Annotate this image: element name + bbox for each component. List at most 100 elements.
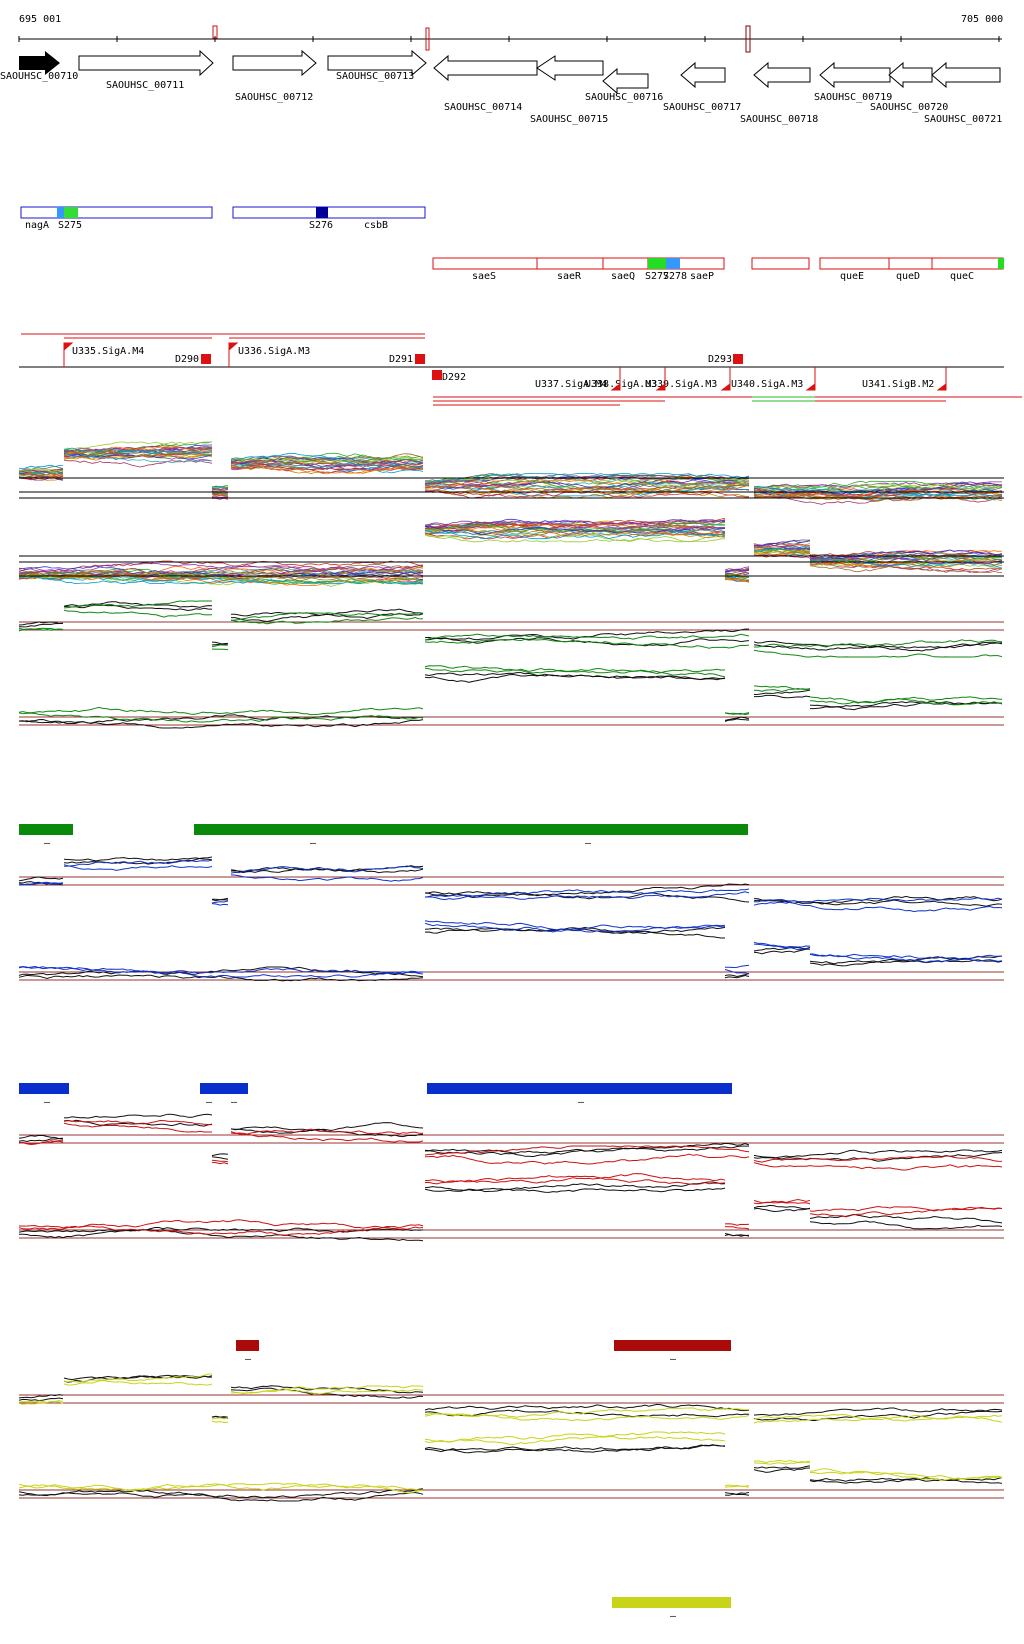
gene-arrow[interactable] xyxy=(78,49,214,77)
feature-label: queC xyxy=(950,271,974,282)
gene-label: SAOUHSC_00714 xyxy=(444,102,522,113)
condition-trace xyxy=(18,447,1003,502)
gene-label: SAOUHSC_00710 xyxy=(0,71,78,82)
gene-label: SAOUHSC_00719 xyxy=(814,92,892,103)
segment-bar xyxy=(612,1597,731,1608)
condition-trace xyxy=(18,1175,1003,1236)
boundary-label: U335.SigA.M4 xyxy=(72,346,144,357)
segment-bar xyxy=(19,1083,69,1094)
boundary-label: D291 xyxy=(389,354,413,365)
transcript-boundaries: U335.SigA.M4 U336.SigA.M3 D290 D291 D292… xyxy=(19,333,1022,406)
feature-label: saeS xyxy=(472,271,496,282)
condition-trace xyxy=(18,525,1003,580)
gene-arrow[interactable] xyxy=(536,55,604,81)
condition-trace xyxy=(18,859,1003,913)
baseline-trace xyxy=(18,672,1003,729)
gene-arrow[interactable] xyxy=(819,61,891,89)
gene-label: SAOUHSC_00711 xyxy=(106,80,184,91)
baseline-trace xyxy=(18,856,1003,907)
boundary-label: U340.SigA.M3 xyxy=(731,379,803,390)
segment-mark: – xyxy=(578,1097,585,1108)
segment-mark: – xyxy=(245,1354,252,1365)
feature-box[interactable] xyxy=(20,206,213,219)
condition-trace xyxy=(18,1431,1003,1491)
segment-bar xyxy=(194,824,748,835)
feature-label: S278 xyxy=(663,271,687,282)
gene-arrow[interactable] xyxy=(232,49,317,77)
segment-mark: – xyxy=(670,1611,677,1622)
condition-trace xyxy=(18,1119,1003,1163)
gene-arrow[interactable] xyxy=(433,54,538,82)
gene-arrow[interactable] xyxy=(19,51,60,75)
feature-label: S277 xyxy=(645,271,669,282)
feature-box[interactable] xyxy=(819,257,1004,270)
gene-label: SAOUHSC_00720 xyxy=(870,102,948,113)
boundary-label: D290 xyxy=(175,354,199,365)
segment-mark: – xyxy=(585,838,592,849)
gene-arrow[interactable] xyxy=(602,67,649,95)
baseline-trace xyxy=(18,673,1003,724)
baseline-trace xyxy=(18,857,1003,905)
gene-arrow[interactable] xyxy=(753,61,811,89)
gene-label: SAOUHSC_00717 xyxy=(663,102,741,113)
condition-trace xyxy=(18,922,1003,978)
boundary-label: D292 xyxy=(442,372,466,383)
segment-mark: – xyxy=(310,838,317,849)
condition-trace xyxy=(18,1122,1003,1171)
gene-label: SAOUHSC_00716 xyxy=(585,92,663,103)
boundary-label: D293 xyxy=(708,354,732,365)
segment-bar xyxy=(614,1340,731,1351)
condition-trace xyxy=(18,1373,1003,1423)
feature-label: csbB xyxy=(364,220,388,231)
condition-segment-bars: – – – – – – – – – – xyxy=(19,824,748,1622)
condition-trace xyxy=(18,520,1003,573)
expression-traces xyxy=(18,441,1004,1502)
ruler-end-label: 705 000 xyxy=(961,14,1003,25)
feature-label: queE xyxy=(840,271,864,282)
segment-bar xyxy=(236,1340,259,1351)
gene-label: SAOUHSC_00712 xyxy=(235,92,313,103)
condition-trace xyxy=(18,1433,1003,1494)
condition-trace xyxy=(18,609,1003,658)
condition-trace xyxy=(18,526,1003,583)
condition-trace xyxy=(18,600,1003,648)
feature-box[interactable] xyxy=(232,206,426,219)
segment-mark: – xyxy=(44,1097,51,1108)
gene-arrow[interactable] xyxy=(680,61,726,89)
gene-track: SAOUHSC_00710 SAOUHSC_00711 SAOUHSC_0071… xyxy=(0,49,1002,125)
minus-strand-features: saeS saeR saeQ S277 S278 saeP queE queD … xyxy=(432,257,1004,282)
ruler-start-label: 695 001 xyxy=(19,14,61,25)
baseline-trace xyxy=(18,926,1003,982)
condition-trace xyxy=(18,1173,1003,1230)
gene-arrow[interactable] xyxy=(327,49,427,77)
gene-arrow[interactable] xyxy=(888,61,933,89)
segment-bar xyxy=(19,824,73,835)
feature-box[interactable] xyxy=(432,257,725,270)
baseline-trace xyxy=(18,1444,1003,1499)
gene-label: SAOUHSC_00718 xyxy=(740,114,818,125)
condition-trace xyxy=(18,454,1003,502)
segment-mark: – xyxy=(44,838,51,849)
segment-mark: – xyxy=(231,1097,238,1108)
gene-label: SAOUHSC_00715 xyxy=(530,114,608,125)
feature-box[interactable] xyxy=(751,257,810,270)
feature-label: saeP xyxy=(690,271,714,282)
baseline-trace xyxy=(18,1113,1003,1162)
gene-arrow[interactable] xyxy=(931,61,1001,89)
gene-label: SAOUHSC_00721 xyxy=(924,114,1002,125)
baseline-trace xyxy=(18,1181,1003,1242)
segment-mark: – xyxy=(206,1097,213,1108)
condition-trace xyxy=(18,446,1003,498)
boundary-label: U338.SigA.M3 xyxy=(585,379,657,390)
boundary-label: U337.SigA.M4 xyxy=(535,379,607,390)
condition-trace xyxy=(18,1380,1003,1424)
boundary-label: U339.SigA.M3 xyxy=(645,379,717,390)
segment-bar xyxy=(427,1083,732,1094)
condition-trace xyxy=(18,447,1002,497)
feature-label: saeR xyxy=(557,271,582,282)
feature-label: queD xyxy=(896,271,920,282)
segment-mark: – xyxy=(670,1354,677,1365)
baseline-trace xyxy=(18,1186,1003,1237)
boundary-label: U336.SigA.M3 xyxy=(238,346,310,357)
gene-label: SAOUHSC_00713 xyxy=(336,71,414,82)
